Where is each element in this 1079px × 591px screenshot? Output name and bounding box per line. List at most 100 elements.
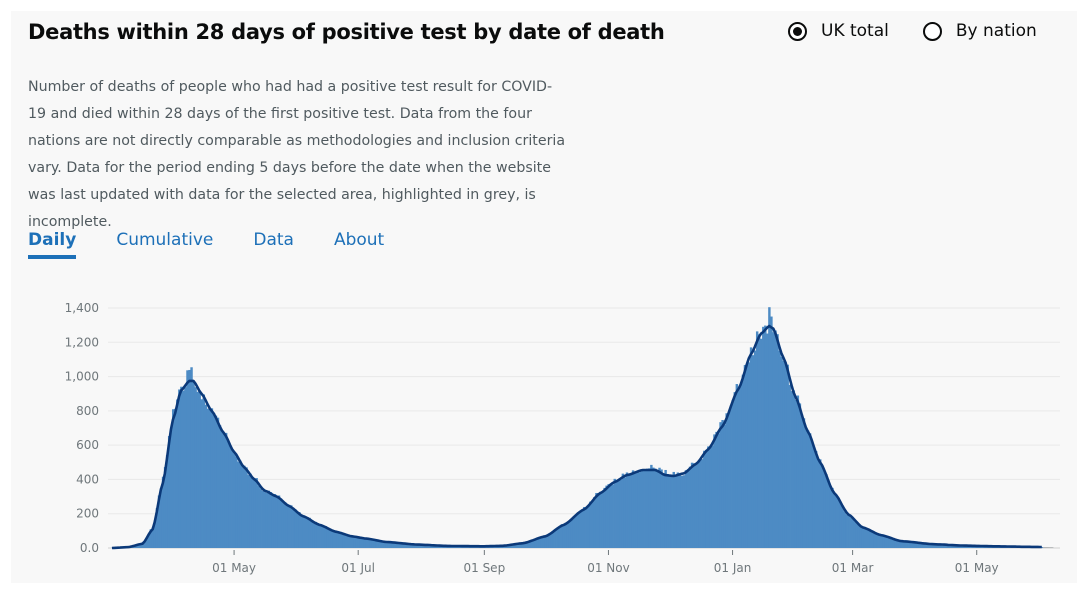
bar	[658, 467, 661, 548]
bar	[705, 449, 708, 548]
bar	[601, 491, 604, 548]
bar	[214, 415, 218, 548]
bar	[890, 537, 893, 548]
bar	[908, 541, 911, 548]
bar	[939, 544, 942, 548]
bar	[167, 436, 171, 548]
bar	[762, 326, 765, 548]
bar	[794, 399, 798, 548]
bar	[155, 508, 159, 548]
bar	[688, 466, 692, 548]
area-radio-group: UK total By nation	[788, 21, 1071, 41]
bar	[790, 391, 793, 548]
tab-about[interactable]: About	[333, 230, 385, 250]
bar	[521, 542, 525, 548]
bar	[703, 450, 706, 548]
bar	[273, 494, 277, 548]
bar	[751, 355, 755, 548]
bar	[147, 533, 151, 548]
bar	[627, 475, 631, 548]
bar	[1040, 547, 1044, 548]
bar	[674, 475, 678, 548]
bar	[365, 537, 368, 548]
bar	[792, 390, 796, 548]
bar	[898, 540, 901, 548]
bar	[314, 521, 317, 548]
bar	[245, 467, 248, 548]
bar	[228, 445, 232, 548]
chart-title: Deaths within 28 days of positive test b…	[28, 20, 665, 44]
bar	[204, 404, 208, 548]
bar	[182, 390, 185, 548]
bar	[821, 465, 824, 548]
bar	[283, 502, 287, 548]
bar	[912, 542, 916, 548]
bar	[251, 477, 254, 548]
bar	[876, 533, 879, 548]
bar	[839, 502, 842, 548]
bar	[782, 361, 785, 548]
bar	[621, 473, 625, 548]
bar	[880, 534, 883, 548]
tab-daily[interactable]: Daily	[28, 230, 77, 259]
bar	[690, 462, 694, 548]
tab-cumulative[interactable]: Cumulative	[116, 230, 214, 250]
bar	[652, 467, 655, 548]
bar	[363, 537, 366, 548]
bar	[157, 495, 161, 548]
bar	[178, 389, 181, 548]
tab-data[interactable]: Data	[253, 230, 294, 250]
bar	[194, 387, 197, 548]
radio-checked-icon[interactable]	[788, 21, 807, 41]
bar	[330, 530, 334, 548]
bar	[837, 497, 840, 548]
bar	[536, 538, 539, 548]
bar	[285, 505, 289, 548]
bar	[263, 492, 267, 548]
bar	[517, 543, 521, 548]
radio-uk-total[interactable]: UK total	[788, 21, 889, 41]
bar	[306, 517, 309, 548]
bar	[552, 530, 555, 548]
bar	[259, 488, 262, 548]
bar	[267, 490, 271, 548]
bar	[646, 468, 649, 548]
bars	[110, 307, 1054, 548]
bar	[509, 544, 513, 548]
bar	[796, 395, 800, 548]
bar	[800, 414, 804, 548]
bar	[642, 469, 645, 548]
bar	[849, 517, 852, 548]
radio-unchecked-icon[interactable]	[922, 21, 942, 41]
bar	[163, 467, 167, 548]
bar	[871, 531, 875, 548]
bar	[694, 465, 698, 548]
bar	[412, 544, 415, 548]
bar	[591, 501, 594, 548]
bar	[257, 485, 260, 548]
bar	[672, 471, 675, 548]
bar	[318, 524, 321, 548]
bar	[725, 413, 728, 548]
bar	[593, 497, 596, 548]
radio-by-nation[interactable]: By nation	[922, 21, 1037, 41]
bar	[344, 534, 348, 548]
bar	[701, 459, 704, 548]
bar	[757, 334, 761, 548]
bar	[576, 512, 580, 548]
bar	[953, 545, 956, 548]
bar	[814, 451, 818, 548]
bar	[863, 527, 867, 548]
x-axis: 01 May 01 Jul 01 Sep 01 Nov 01 Jan 01 Mar 01 M…	[212, 550, 999, 575]
bar	[192, 380, 195, 548]
x-tick-label: 01 Nov	[587, 561, 630, 575]
bar	[1048, 547, 1052, 548]
bar	[310, 520, 313, 548]
bar	[511, 544, 515, 548]
bar	[943, 544, 946, 548]
x-tick-label: 01 May	[212, 561, 256, 575]
bar	[371, 538, 374, 548]
bar	[544, 535, 547, 548]
bar	[723, 424, 726, 548]
bar	[328, 528, 332, 548]
